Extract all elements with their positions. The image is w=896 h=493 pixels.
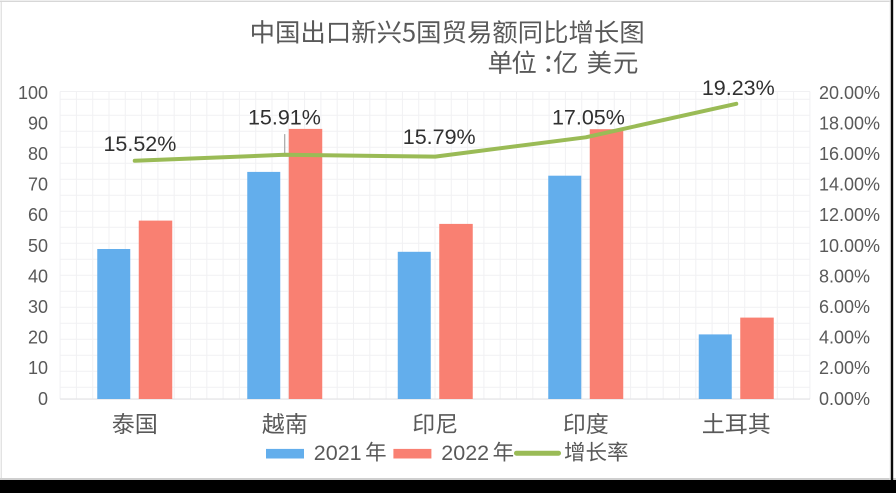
svg-text:70: 70 [28, 175, 48, 195]
svg-text:0.00%: 0.00% [819, 389, 870, 409]
svg-text:14.00%: 14.00% [819, 175, 880, 195]
svg-text:10.00%: 10.00% [819, 236, 880, 256]
svg-text:18.00%: 18.00% [819, 113, 880, 133]
svg-text:6.00%: 6.00% [819, 297, 870, 317]
svg-text:15.52%: 15.52% [103, 132, 176, 156]
svg-text:80: 80 [28, 144, 48, 164]
svg-text:0: 0 [38, 389, 48, 409]
svg-text:20: 20 [28, 328, 48, 348]
svg-text:50: 50 [28, 236, 48, 256]
svg-text:19.23%: 19.23% [702, 76, 775, 100]
svg-text:8.00%: 8.00% [819, 266, 870, 286]
svg-text:10: 10 [28, 358, 48, 378]
svg-text:40: 40 [28, 266, 48, 286]
svg-text:2021: 2021 [314, 441, 362, 465]
svg-text:30: 30 [28, 297, 48, 317]
svg-text:16.00%: 16.00% [819, 144, 880, 164]
svg-text:60: 60 [28, 205, 48, 225]
svg-text:2.00%: 2.00% [819, 358, 870, 378]
svg-text:4.00%: 4.00% [819, 328, 870, 348]
svg-text:20.00%: 20.00% [819, 83, 880, 103]
svg-text:100: 100 [18, 83, 48, 103]
svg-text:15.91%: 15.91% [248, 106, 321, 130]
svg-text:15.79%: 15.79% [403, 125, 476, 149]
svg-text:90: 90 [28, 113, 48, 133]
svg-text:2022: 2022 [441, 441, 489, 465]
svg-text:17.05%: 17.05% [552, 106, 625, 130]
svg-text:12.00%: 12.00% [819, 205, 880, 225]
